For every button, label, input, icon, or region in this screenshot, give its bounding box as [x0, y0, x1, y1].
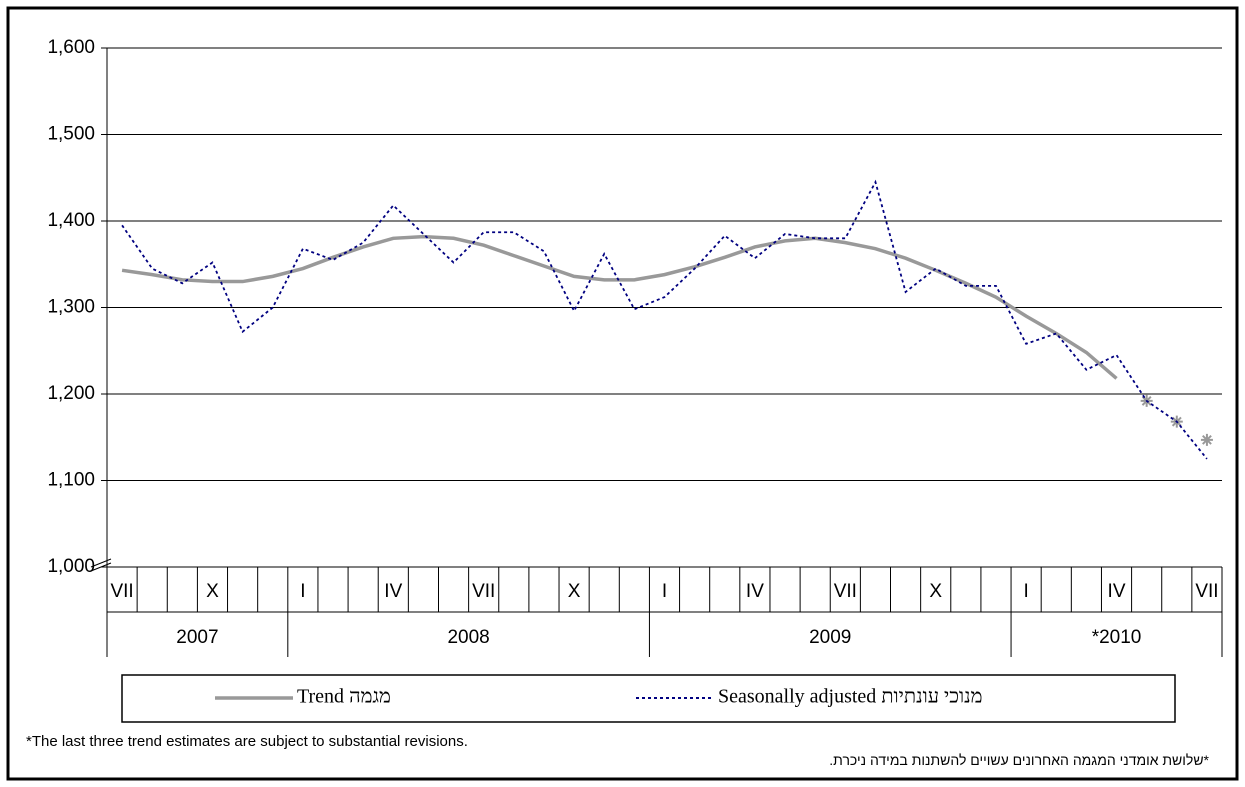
y-tick-label: 1,200	[47, 383, 95, 404]
x-tick-label: X	[929, 581, 942, 602]
x-tick-label: VII	[834, 581, 857, 602]
footnote-hebrew: *שלושת אומדני המגמה האחרונים עשויים להשת…	[829, 752, 1209, 768]
legend-box	[121, 674, 1176, 723]
series-line	[121, 179, 1208, 460]
x-tick-label: I	[662, 581, 667, 602]
x-tick-label: X	[206, 581, 219, 602]
x-tick-label: I	[1023, 581, 1028, 602]
x-tick-label: IV	[1108, 581, 1126, 602]
year-label: 2009	[809, 627, 851, 648]
x-tick-label: VII	[1195, 581, 1218, 602]
footnote-english: *The last three trend estimates are subj…	[26, 733, 468, 750]
legend-label: Seasonally adjusted מנוכי עונתיות	[718, 686, 983, 708]
x-tick-label: IV	[746, 581, 764, 602]
year-label: 2007	[176, 627, 218, 648]
axis-break	[90, 558, 112, 572]
x-tick-label: X	[568, 581, 581, 602]
y-tick-label: 1,300	[47, 297, 95, 318]
x-tick-label: VII	[110, 581, 133, 602]
x-tick-label: I	[300, 581, 305, 602]
x-tick-label: IV	[384, 581, 402, 602]
year-label: 2008	[447, 627, 489, 648]
y-tick-label: 1,400	[47, 210, 95, 231]
estimate-marker	[1200, 433, 1213, 446]
y-tick-label: 1,600	[47, 37, 95, 58]
outer-border	[6, 6, 1239, 781]
legend-label: Trend מגמה	[297, 686, 391, 708]
x-tick-label: VII	[472, 581, 495, 602]
y-tick-label: 1,000	[47, 556, 95, 577]
y-tick-label: 1,100	[47, 470, 95, 491]
y-tick-label: 1,500	[47, 124, 95, 145]
year-label: *2010	[1092, 627, 1142, 648]
